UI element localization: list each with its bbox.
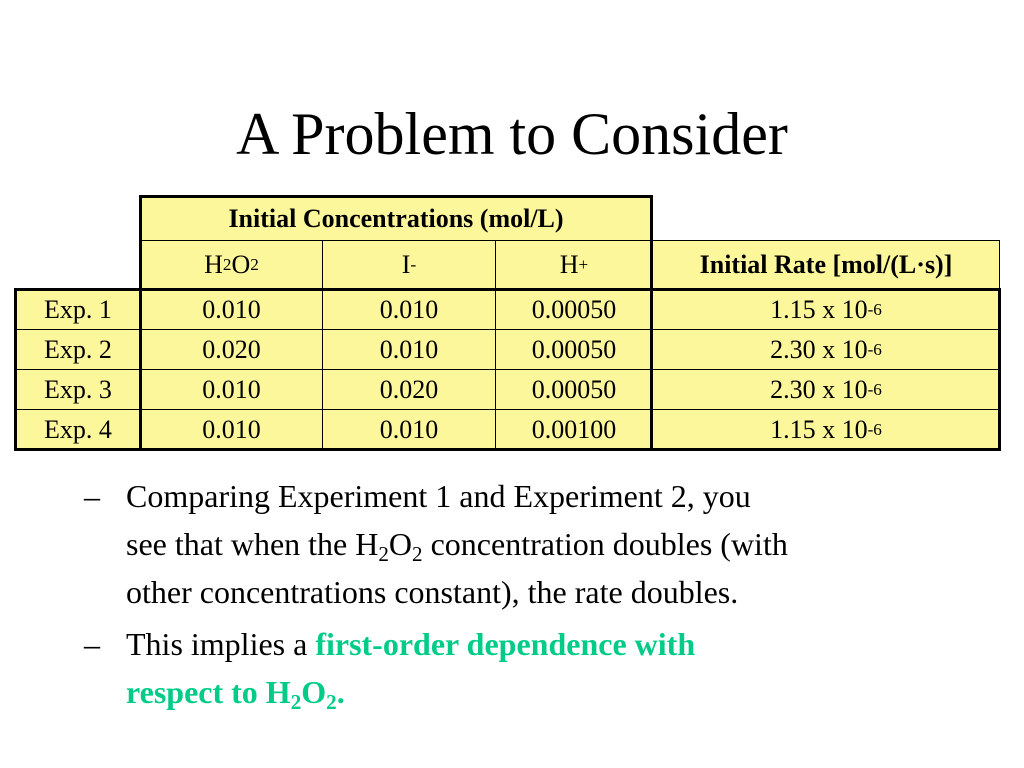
iodide-value: 0.010 [322,289,496,330]
highlight-text: respect to H2O2. [126,674,345,714]
h2o2-value: 0.010 [140,369,323,410]
bullet-text: Comparing Experiment 1 and Experiment 2,… [126,478,788,610]
bullet-text: This implies a first-order dependence wi… [126,626,696,714]
rate-value: 1.15 x 10 -6 [652,289,1000,330]
row-label: Exp. 1 [15,289,141,330]
bullet-dash: – [84,478,100,514]
h2o2-value: 0.010 [140,409,323,450]
iodide-value: 0.010 [322,329,496,370]
hydrogen-ion-value: 0.00050 [495,329,653,370]
row-label: Exp. 3 [15,369,141,410]
hydrogen-ion-value: 0.00100 [495,409,653,450]
hydrogen-ion-value: 0.00050 [495,289,653,330]
col-header-iodide: I- [322,240,496,290]
slide-title: A Problem to Consider [236,101,788,167]
row-label: Exp. 2 [15,329,141,370]
h2o2-value: 0.010 [140,289,323,330]
bullet-dash: – [84,626,100,662]
col-header-initial-rate: Initial Rate [mol/(L · s)] [652,240,1000,290]
rate-value: 1.15 x 10 -6 [652,409,1000,450]
col-header-hydrogen-ion: H + [495,240,653,290]
rate-value: 2.30 x 10 -6 [652,329,1000,370]
row-label: Exp. 4 [15,409,141,450]
hydrogen-ion-value: 0.00050 [495,369,653,410]
highlight-text: first-order dependence with [315,626,696,662]
group-header: Initial Concentrations (mol/L) [140,196,652,241]
iodide-value: 0.010 [322,409,496,450]
h2o2-value: 0.020 [140,329,323,370]
rate-value: 2.30 x 10 -6 [652,369,1000,410]
iodide-value: 0.020 [322,369,496,410]
